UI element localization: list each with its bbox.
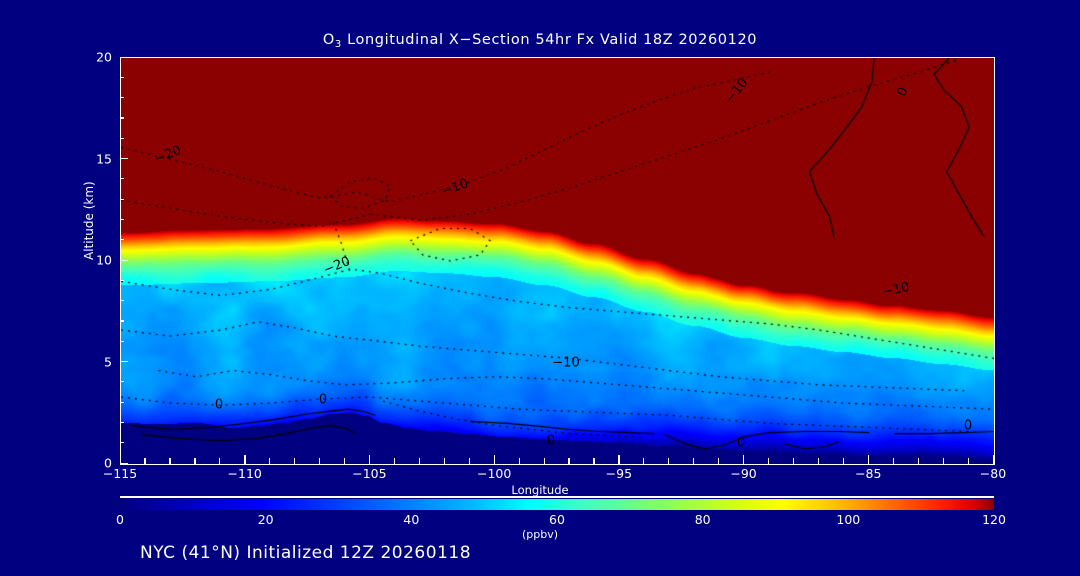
x-axis-minor-tick xyxy=(668,458,670,464)
x-axis-tick-label: −80 xyxy=(979,466,1007,481)
x-axis-minor-tick xyxy=(418,458,420,464)
x-axis-tick-label: −85 xyxy=(855,466,882,481)
contour-label: 0 xyxy=(963,418,973,434)
contour-label: 0 xyxy=(736,435,746,451)
x-axis-minor-tick xyxy=(343,458,346,464)
x-axis-tick-label: −105 xyxy=(352,466,387,481)
y-axis-major-tick xyxy=(120,259,128,261)
y-axis-minor-tick xyxy=(120,239,124,241)
colorbar[interactable] xyxy=(120,499,994,510)
y-axis-tick-label: 0 xyxy=(104,455,112,471)
x-axis-major-tick xyxy=(493,455,496,464)
x-axis-minor-tick xyxy=(942,458,944,464)
x-axis-minor-tick xyxy=(194,458,196,464)
y-axis-minor-tick xyxy=(120,320,124,322)
x-axis-major-tick xyxy=(119,455,121,464)
y-axis-major-tick xyxy=(120,462,128,464)
colorbar-tick-label: 0 xyxy=(116,512,124,527)
y-axis-major-tick xyxy=(120,158,128,160)
y-axis-tick-label: 10 xyxy=(96,252,112,268)
contour-label: −10 xyxy=(552,355,580,371)
y-axis-tick-label: 15 xyxy=(96,151,112,166)
x-axis-minor-tick xyxy=(319,458,321,464)
y-axis-minor-tick xyxy=(120,76,124,78)
x-axis-tick-label: −115 xyxy=(102,466,138,481)
colorbar-gradient xyxy=(120,499,994,510)
plot-area[interactable] xyxy=(120,57,995,465)
y-axis-minor-tick xyxy=(120,442,124,444)
y-axis-minor-tick xyxy=(120,97,124,99)
colorbar-unit-label: (ppbv) xyxy=(521,528,559,541)
y-axis-minor-tick xyxy=(120,401,124,403)
contour-label: 0 xyxy=(214,397,224,413)
x-axis-minor-tick xyxy=(917,458,919,464)
x-axis-minor-tick xyxy=(219,458,221,464)
x-axis-major-tick xyxy=(618,455,620,464)
x-axis-major-tick xyxy=(244,455,246,464)
y-axis-minor-tick xyxy=(120,381,124,383)
y-axis-minor-tick xyxy=(120,198,124,200)
colorbar-tick-label: 80 xyxy=(694,512,711,527)
colorbar-tick-label: 120 xyxy=(982,512,1006,527)
chart-title-prefix: O xyxy=(322,32,335,48)
colorbar-tick-label: 60 xyxy=(549,512,565,527)
x-axis-minor-tick xyxy=(817,458,820,464)
x-axis-minor-tick xyxy=(144,458,146,464)
contour-label: 0 xyxy=(546,433,556,449)
chart-title: O3 Longitudinal X−Section 54hr Fx Valid … xyxy=(0,32,1080,50)
x-axis-minor-tick xyxy=(393,458,396,464)
x-axis-major-tick xyxy=(743,455,745,464)
x-axis-major-tick xyxy=(368,455,371,464)
x-axis-minor-tick xyxy=(518,458,520,464)
y-axis-minor-tick xyxy=(120,218,124,221)
colorbar-tick-label: 40 xyxy=(403,512,420,527)
y-axis-major-tick xyxy=(120,361,128,363)
x-axis-label: Longitude xyxy=(511,483,569,497)
x-axis-major-tick xyxy=(867,455,870,464)
y-axis-tick-label: 5 xyxy=(104,354,112,369)
x-axis-minor-tick xyxy=(443,458,445,464)
x-axis-minor-tick xyxy=(768,458,770,464)
chart-title-subscript: 3 xyxy=(334,39,342,50)
colorbar-tick-label: 100 xyxy=(836,512,861,527)
x-axis-minor-tick xyxy=(643,458,645,464)
x-axis-minor-tick xyxy=(892,458,894,464)
colorbar-tick-label: 20 xyxy=(257,512,274,527)
x-axis-minor-tick xyxy=(593,458,595,464)
chart-title-rest: Longitudinal X−Section 54hr Fx Valid 18Z… xyxy=(341,32,758,48)
y-axis-minor-tick xyxy=(120,279,124,281)
x-axis-minor-tick xyxy=(294,458,296,464)
x-axis-minor-tick xyxy=(967,458,969,464)
x-axis-tick-label: −95 xyxy=(605,466,633,481)
x-axis-minor-tick xyxy=(468,458,470,464)
y-axis-tick-label: 20 xyxy=(96,49,112,65)
y-axis-minor-tick xyxy=(120,340,124,342)
x-axis-minor-tick xyxy=(718,458,720,464)
x-axis-minor-tick xyxy=(269,458,271,464)
colorbar-top-rule xyxy=(120,496,994,498)
x-axis-tick-label: −100 xyxy=(476,466,512,481)
ozone-cross-section-heatmap xyxy=(121,58,994,464)
x-axis-minor-tick xyxy=(568,458,570,464)
y-axis-minor-tick xyxy=(120,421,124,424)
y-axis-major-tick xyxy=(120,56,128,58)
x-axis-minor-tick xyxy=(169,458,171,464)
x-axis-major-tick xyxy=(992,455,994,464)
x-axis-minor-tick xyxy=(543,458,545,464)
x-axis-minor-tick xyxy=(693,458,695,464)
x-axis-minor-tick xyxy=(792,458,795,464)
x-axis-tick-label: −110 xyxy=(227,466,262,481)
y-axis-minor-tick xyxy=(120,117,124,119)
contour-label: 0 xyxy=(318,392,328,408)
x-axis-minor-tick xyxy=(842,458,845,464)
y-axis-minor-tick xyxy=(120,137,124,139)
y-axis-minor-tick xyxy=(120,178,124,180)
x-axis-tick-label: −90 xyxy=(730,466,757,481)
figure-footer-caption: NYC (41°N) Initialized 12Z 20260118 xyxy=(140,543,472,563)
y-axis-label: Altitude (km) xyxy=(82,181,96,260)
y-axis-minor-tick xyxy=(120,300,124,302)
